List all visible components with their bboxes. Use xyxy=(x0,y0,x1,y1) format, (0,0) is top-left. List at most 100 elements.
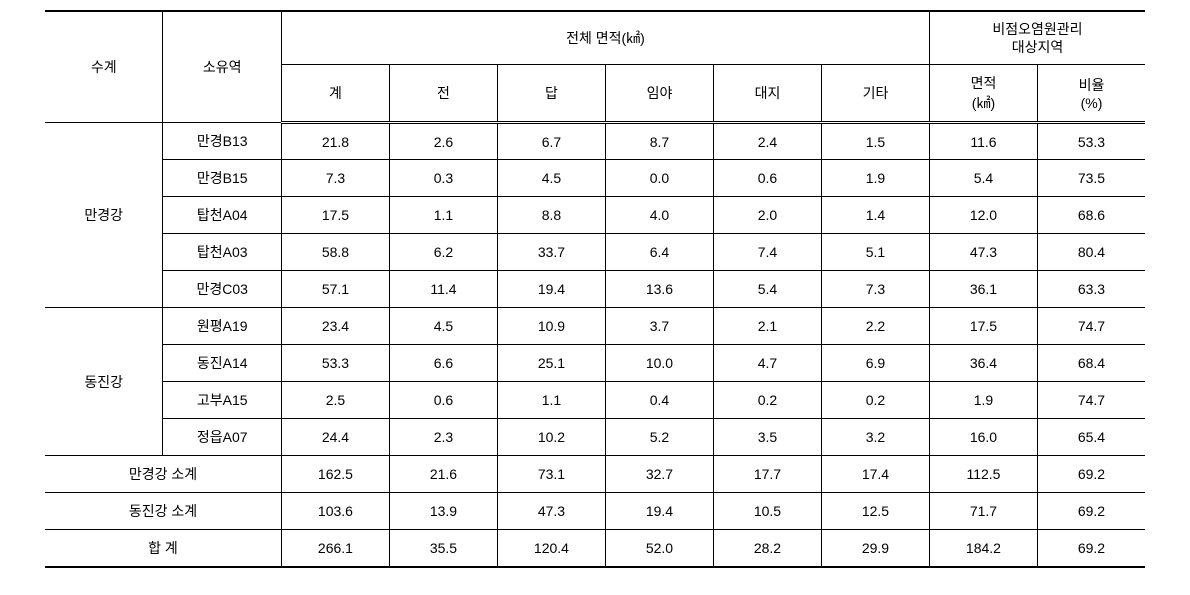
cell-value: 68.6 xyxy=(1037,197,1145,234)
cell-value: 266.1 xyxy=(281,530,389,568)
header-nps-area: 비점오염원관리 대상지역 xyxy=(929,11,1145,65)
cell-value: 6.7 xyxy=(497,123,605,160)
header-dap: 답 xyxy=(497,65,605,123)
subbasin-name: 원평A19 xyxy=(163,308,281,345)
cell-value: 73.5 xyxy=(1037,160,1145,197)
cell-value: 74.7 xyxy=(1037,308,1145,345)
subbasin-name: 만경B13 xyxy=(163,123,281,160)
cell-value: 71.7 xyxy=(929,493,1037,530)
cell-value: 0.2 xyxy=(713,382,821,419)
cell-value: 6.4 xyxy=(605,234,713,271)
cell-value: 5.4 xyxy=(929,160,1037,197)
cell-value: 69.2 xyxy=(1037,456,1145,493)
header-jeon: 전 xyxy=(389,65,497,123)
cell-value: 8.8 xyxy=(497,197,605,234)
total-label: 합 계 xyxy=(45,530,281,568)
cell-value: 13.9 xyxy=(389,493,497,530)
cell-value: 29.9 xyxy=(821,530,929,568)
cell-value: 25.1 xyxy=(497,345,605,382)
cell-value: 32.7 xyxy=(605,456,713,493)
table-row: 동진A14 53.3 6.6 25.1 10.0 4.7 6.9 36.4 68… xyxy=(45,345,1145,382)
cell-value: 4.0 xyxy=(605,197,713,234)
cell-value: 65.4 xyxy=(1037,419,1145,456)
header-ratio: 비율 (%) xyxy=(1037,65,1145,123)
cell-value: 4.5 xyxy=(497,160,605,197)
cell-value: 10.2 xyxy=(497,419,605,456)
cell-value: 35.5 xyxy=(389,530,497,568)
subbasin-name: 고부A15 xyxy=(163,382,281,419)
subbasin-name: 정읍A07 xyxy=(163,419,281,456)
cell-value: 6.2 xyxy=(389,234,497,271)
cell-value: 2.3 xyxy=(389,419,497,456)
header-basin: 수계 xyxy=(45,11,163,123)
cell-value: 7.3 xyxy=(281,160,389,197)
cell-value: 12.5 xyxy=(821,493,929,530)
cell-value: 5.4 xyxy=(713,271,821,308)
cell-value: 120.4 xyxy=(497,530,605,568)
header-imya: 임야 xyxy=(605,65,713,123)
cell-value: 58.8 xyxy=(281,234,389,271)
cell-value: 10.0 xyxy=(605,345,713,382)
cell-value: 0.0 xyxy=(605,160,713,197)
cell-value: 57.1 xyxy=(281,271,389,308)
header-gita: 기타 xyxy=(821,65,929,123)
subbasin-name: 탑천A04 xyxy=(163,197,281,234)
cell-value: 73.1 xyxy=(497,456,605,493)
header-ratio-label: 비율 (%) xyxy=(1079,77,1105,111)
cell-value: 1.5 xyxy=(821,123,929,160)
cell-value: 80.4 xyxy=(1037,234,1145,271)
cell-value: 184.2 xyxy=(929,530,1037,568)
cell-value: 2.1 xyxy=(713,308,821,345)
header-total-area: 전체 면적(㎢) xyxy=(281,11,929,65)
header-nps-label: 비점오염원관리 대상지역 xyxy=(992,21,1082,55)
cell-value: 13.6 xyxy=(605,271,713,308)
cell-value: 10.9 xyxy=(497,308,605,345)
table-row: 동진강 원평A19 23.4 4.5 10.9 3.7 2.1 2.2 17.5… xyxy=(45,308,1145,345)
cell-value: 5.2 xyxy=(605,419,713,456)
subbasin-name: 만경B15 xyxy=(163,160,281,197)
table-row: 만경B15 7.3 0.3 4.5 0.0 0.6 1.9 5.4 73.5 xyxy=(45,160,1145,197)
cell-value: 0.6 xyxy=(389,382,497,419)
cell-value: 3.7 xyxy=(605,308,713,345)
data-table: 수계 소유역 전체 면적(㎢) 비점오염원관리 대상지역 계 전 답 임야 대지… xyxy=(45,10,1145,568)
cell-value: 3.5 xyxy=(713,419,821,456)
cell-value: 6.6 xyxy=(389,345,497,382)
cell-value: 21.6 xyxy=(389,456,497,493)
cell-value: 24.4 xyxy=(281,419,389,456)
cell-value: 19.4 xyxy=(497,271,605,308)
cell-value: 4.5 xyxy=(389,308,497,345)
total-row: 합 계 266.1 35.5 120.4 52.0 28.2 29.9 184.… xyxy=(45,530,1145,568)
cell-value: 0.6 xyxy=(713,160,821,197)
table-row: 정읍A07 24.4 2.3 10.2 5.2 3.5 3.2 16.0 65.… xyxy=(45,419,1145,456)
cell-value: 28.2 xyxy=(713,530,821,568)
cell-value: 0.2 xyxy=(821,382,929,419)
header-gye: 계 xyxy=(281,65,389,123)
header-subbasin: 소유역 xyxy=(163,11,281,123)
cell-value: 7.4 xyxy=(713,234,821,271)
cell-value: 36.4 xyxy=(929,345,1037,382)
cell-value: 2.6 xyxy=(389,123,497,160)
cell-value: 162.5 xyxy=(281,456,389,493)
cell-value: 74.7 xyxy=(1037,382,1145,419)
table-row: 만경C03 57.1 11.4 19.4 13.6 5.4 7.3 36.1 6… xyxy=(45,271,1145,308)
cell-value: 53.3 xyxy=(281,345,389,382)
cell-value: 0.4 xyxy=(605,382,713,419)
cell-value: 11.4 xyxy=(389,271,497,308)
subtotal-label: 동진강 소계 xyxy=(45,493,281,530)
cell-value: 2.0 xyxy=(713,197,821,234)
basin-name-dj: 동진강 xyxy=(45,308,163,456)
cell-value: 1.9 xyxy=(929,382,1037,419)
subtotal-row-dj: 동진강 소계 103.6 13.9 47.3 19.4 10.5 12.5 71… xyxy=(45,493,1145,530)
subbasin-name: 만경C03 xyxy=(163,271,281,308)
cell-value: 2.4 xyxy=(713,123,821,160)
cell-value: 2.5 xyxy=(281,382,389,419)
cell-value: 1.4 xyxy=(821,197,929,234)
cell-value: 1.1 xyxy=(497,382,605,419)
cell-value: 0.3 xyxy=(389,160,497,197)
cell-value: 36.1 xyxy=(929,271,1037,308)
table-row: 고부A15 2.5 0.6 1.1 0.4 0.2 0.2 1.9 74.7 xyxy=(45,382,1145,419)
subbasin-name: 동진A14 xyxy=(163,345,281,382)
subtotal-label: 만경강 소계 xyxy=(45,456,281,493)
cell-value: 12.0 xyxy=(929,197,1037,234)
cell-value: 6.9 xyxy=(821,345,929,382)
